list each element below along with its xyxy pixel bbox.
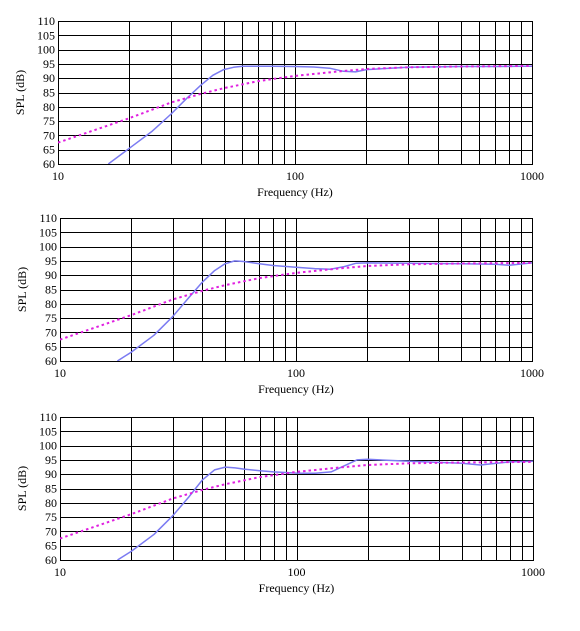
y-tick-label: 70 <box>45 325 57 339</box>
y-tick-label: 65 <box>43 143 55 157</box>
y-tick-label: 110 <box>39 410 57 424</box>
y-tick-label: 70 <box>45 524 57 538</box>
y-axis-label: SPL (dB) <box>13 70 27 115</box>
y-tick-label: 75 <box>45 311 57 325</box>
y-tick-label: 80 <box>43 100 55 114</box>
y-axis-label: SPL (dB) <box>15 267 29 312</box>
x-tick-label: 1000 <box>521 565 545 579</box>
y-axis-label: SPL (dB) <box>15 466 29 511</box>
y-tick-label: 100 <box>39 240 57 254</box>
y-tick-label: 105 <box>39 424 57 438</box>
y-tick-label: 75 <box>43 114 55 128</box>
x-tick-label: 100 <box>287 366 305 380</box>
series-dotted-line <box>58 64 532 144</box>
y-tick-label: 75 <box>45 510 57 524</box>
x-tick-label: 10 <box>54 565 66 579</box>
y-tick-label: 65 <box>45 539 57 553</box>
y-tick-label: 65 <box>45 340 57 354</box>
y-tick-label: 60 <box>43 157 55 171</box>
y-tick-label: 85 <box>45 482 57 496</box>
y-tick-label: 110 <box>39 211 57 225</box>
x-tick-label: 100 <box>286 169 304 183</box>
y-tick-label: 105 <box>37 28 55 42</box>
y-tick-label: 100 <box>37 43 55 57</box>
y-tick-label: 95 <box>43 57 55 71</box>
series-solid-line <box>117 458 533 560</box>
y-tick-label: 60 <box>45 354 57 368</box>
y-tick-label: 90 <box>45 268 57 282</box>
y-tick-label: 90 <box>45 467 57 481</box>
x-tick-label: 100 <box>288 565 306 579</box>
plot-frame <box>60 417 534 561</box>
x-axis-label: Frequency (Hz) <box>259 581 335 595</box>
y-tick-label: 100 <box>39 439 57 453</box>
x-axis-label: Frequency (Hz) <box>257 185 333 199</box>
y-tick-label: 85 <box>45 283 57 297</box>
y-tick-label: 110 <box>37 14 55 28</box>
series-solid-line <box>107 65 532 164</box>
x-tick-label: 10 <box>54 366 66 380</box>
x-tick-label: 10 <box>52 169 64 183</box>
y-tick-label: 95 <box>45 453 57 467</box>
y-tick-label: 60 <box>45 553 57 567</box>
y-tick-label: 90 <box>43 71 55 85</box>
y-tick-label: 70 <box>43 128 55 142</box>
y-tick-label: 105 <box>39 225 57 239</box>
x-tick-label: 1000 <box>520 366 544 380</box>
y-tick-label: 85 <box>43 86 55 100</box>
y-tick-label: 95 <box>45 254 57 268</box>
series-dotted-line <box>60 261 532 341</box>
y-tick-label: 80 <box>45 297 57 311</box>
plot-frame <box>60 218 533 362</box>
x-tick-label: 1000 <box>520 169 544 183</box>
series-dotted-line <box>60 460 533 540</box>
x-axis-label: Frequency (Hz) <box>258 382 334 396</box>
plot-frame <box>58 21 533 165</box>
y-tick-label: 80 <box>45 496 57 510</box>
